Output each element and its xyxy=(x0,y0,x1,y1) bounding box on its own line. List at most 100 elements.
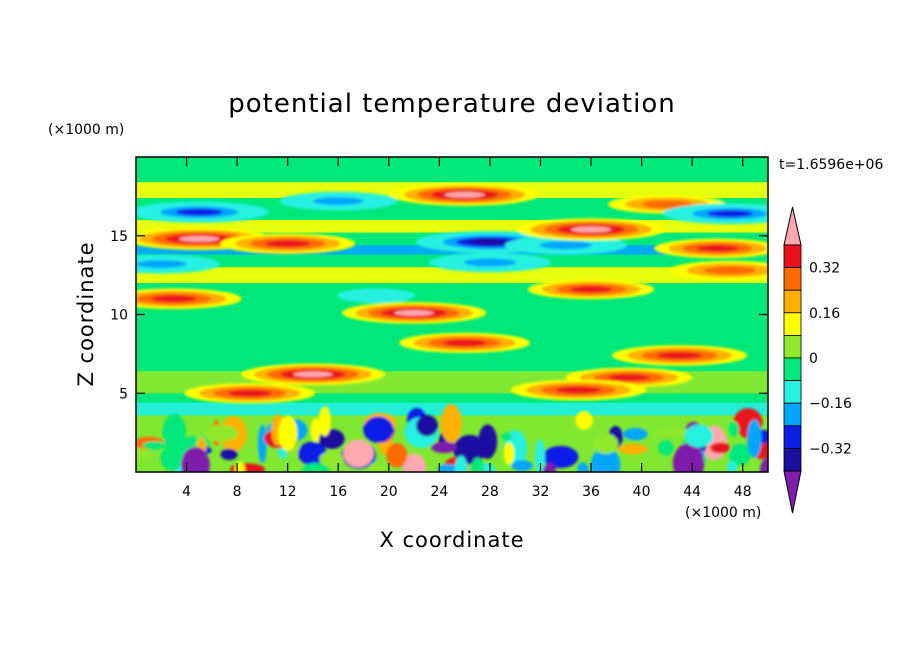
contour-cell xyxy=(386,443,408,468)
contour-cell xyxy=(301,462,330,472)
colorbar-segment xyxy=(783,244,802,269)
contour-cell xyxy=(590,447,621,472)
x-tick-label: 12 xyxy=(279,484,297,500)
contour-cell xyxy=(511,460,533,472)
contour-cell xyxy=(227,389,272,397)
colorbar-segment xyxy=(783,289,802,314)
contour-cell xyxy=(136,447,151,459)
contour-cell xyxy=(151,295,197,303)
x-unit-label: (×1000 m) xyxy=(685,505,761,521)
contour-cell xyxy=(363,416,394,443)
contour-cell xyxy=(728,443,751,466)
contour-cell xyxy=(658,440,674,456)
contour-cell xyxy=(463,258,517,267)
contour-cell xyxy=(696,245,739,252)
y-tick-label: 5 xyxy=(119,386,128,402)
contour-cell xyxy=(180,446,210,472)
contour-cell xyxy=(471,457,484,472)
colorbar-segment xyxy=(783,357,802,382)
contour-cell xyxy=(577,462,589,472)
colorbar-tick-label: 0.16 xyxy=(809,306,840,322)
contour-cell xyxy=(402,453,427,472)
colorbar-extend-top xyxy=(783,206,802,246)
x-tick-label: 28 xyxy=(481,484,499,500)
contour-cell xyxy=(394,309,434,316)
contour-cell xyxy=(710,442,731,454)
contour-cell xyxy=(454,455,468,472)
contour-cell xyxy=(703,266,757,275)
contour-cell xyxy=(747,419,762,458)
colorbar-segment xyxy=(783,402,802,427)
contour-cell xyxy=(570,226,612,233)
contour-cell xyxy=(440,403,462,443)
contour-cell xyxy=(162,413,187,451)
contour-cell xyxy=(469,239,511,246)
contour-cell xyxy=(534,439,546,472)
contour-cell xyxy=(684,424,714,448)
colorbar-segment xyxy=(783,312,802,336)
contour-cell xyxy=(175,208,223,216)
contour-cell xyxy=(607,374,651,381)
contour-cell xyxy=(368,463,384,472)
contour-cell xyxy=(618,443,648,455)
contour-cell xyxy=(310,418,321,443)
colorbar-tick-label: −0.32 xyxy=(809,441,852,457)
x-axis: 4 8 12 16 20 24 28 32 36 40 44 48 xyxy=(182,157,752,500)
contour-cell xyxy=(431,441,457,454)
contour-cell xyxy=(319,451,344,467)
colorbar-segment xyxy=(783,425,802,449)
contour-cell xyxy=(142,441,166,450)
contour-band xyxy=(136,311,768,334)
contour-cell xyxy=(442,339,487,347)
contour-cell xyxy=(707,210,753,218)
contour-cell xyxy=(258,424,267,464)
colorbar-extend-bottom xyxy=(783,470,802,514)
colorbar-tick-label: 0 xyxy=(809,351,818,367)
x-tick-label: 40 xyxy=(633,484,651,500)
x-tick-label: 8 xyxy=(233,484,242,500)
chart-title: potential temperature deviation xyxy=(228,89,675,119)
contour-cell xyxy=(444,191,485,198)
contour-cell xyxy=(203,424,239,442)
contour-cell xyxy=(542,445,579,469)
contour-cell xyxy=(543,462,557,472)
colorbar-segment xyxy=(783,380,802,404)
contour-cell xyxy=(641,200,693,209)
contour-cell xyxy=(501,432,512,441)
x-tick-label: 4 xyxy=(182,484,191,500)
y-axis-title: Z coordinate xyxy=(74,241,98,386)
colorbar: 0.32 0.16 0 −0.16 −0.32 xyxy=(783,206,852,514)
colorbar-segment xyxy=(783,447,802,472)
contour-cell xyxy=(672,443,705,472)
contour-cell xyxy=(318,406,331,437)
contour-cell xyxy=(555,386,601,394)
contour-cell xyxy=(656,352,703,359)
contour-field xyxy=(136,182,768,472)
x-tick-label: 32 xyxy=(532,484,550,500)
contour-cell xyxy=(342,439,374,468)
colorbar-tick-label: −0.16 xyxy=(809,396,852,412)
x-tick-label: 48 xyxy=(734,484,752,500)
contour-cell xyxy=(293,371,333,378)
contour-cell xyxy=(337,288,416,303)
y-tick-label: 15 xyxy=(110,229,128,245)
contour-cell xyxy=(478,424,498,459)
colorbar-segment xyxy=(783,267,802,291)
time-label: t=1.6596e+06 xyxy=(779,157,883,173)
x-axis-title: X coordinate xyxy=(379,528,524,552)
contour-cell xyxy=(278,415,298,451)
contour-cell xyxy=(569,286,613,293)
contour-cell xyxy=(416,414,438,437)
colorbar-tick-label: 0.32 xyxy=(809,261,840,277)
x-tick-label: 16 xyxy=(329,484,347,500)
contour-cell xyxy=(265,240,311,248)
contour-band xyxy=(136,267,768,283)
contour-cell xyxy=(728,421,740,437)
contour-cell xyxy=(160,445,184,471)
contour-cell xyxy=(575,411,593,430)
contour-cell xyxy=(759,458,768,472)
contour-cell xyxy=(220,448,238,461)
contour-cell xyxy=(437,464,460,472)
contour-cell xyxy=(136,260,187,269)
